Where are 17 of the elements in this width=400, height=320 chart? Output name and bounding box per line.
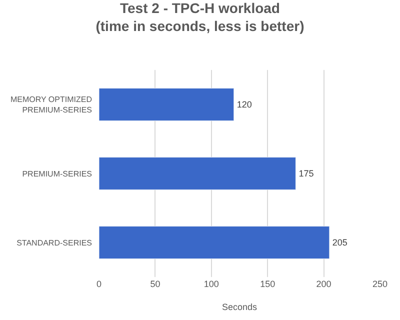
y-tick-label: STANDARD-SERIES (16, 238, 92, 248)
data-label: 175 (298, 168, 314, 178)
bar (99, 88, 234, 121)
data-label: 205 (332, 238, 348, 248)
y-tick-label: MEMORY OPTIMIZED PREMIUM-SERIES (10, 95, 92, 114)
x-tick-label: 250 (372, 279, 388, 289)
x-tick-label: 200 (316, 279, 332, 289)
y-tick-label: PREMIUM-SERIES (22, 169, 92, 178)
x-tick-label: 100 (204, 279, 219, 289)
bar (99, 157, 296, 190)
bar (99, 226, 330, 259)
chart-title: Test 2 - TPC-H workload (time in seconds, less is better) (96, 0, 304, 34)
x-tick-label: 0 (96, 279, 102, 289)
data-label: 120 (236, 100, 252, 110)
x-tick-label: 50 (150, 279, 160, 289)
x-tick-label: 150 (260, 279, 276, 289)
x-axis-title: Seconds (222, 302, 258, 312)
